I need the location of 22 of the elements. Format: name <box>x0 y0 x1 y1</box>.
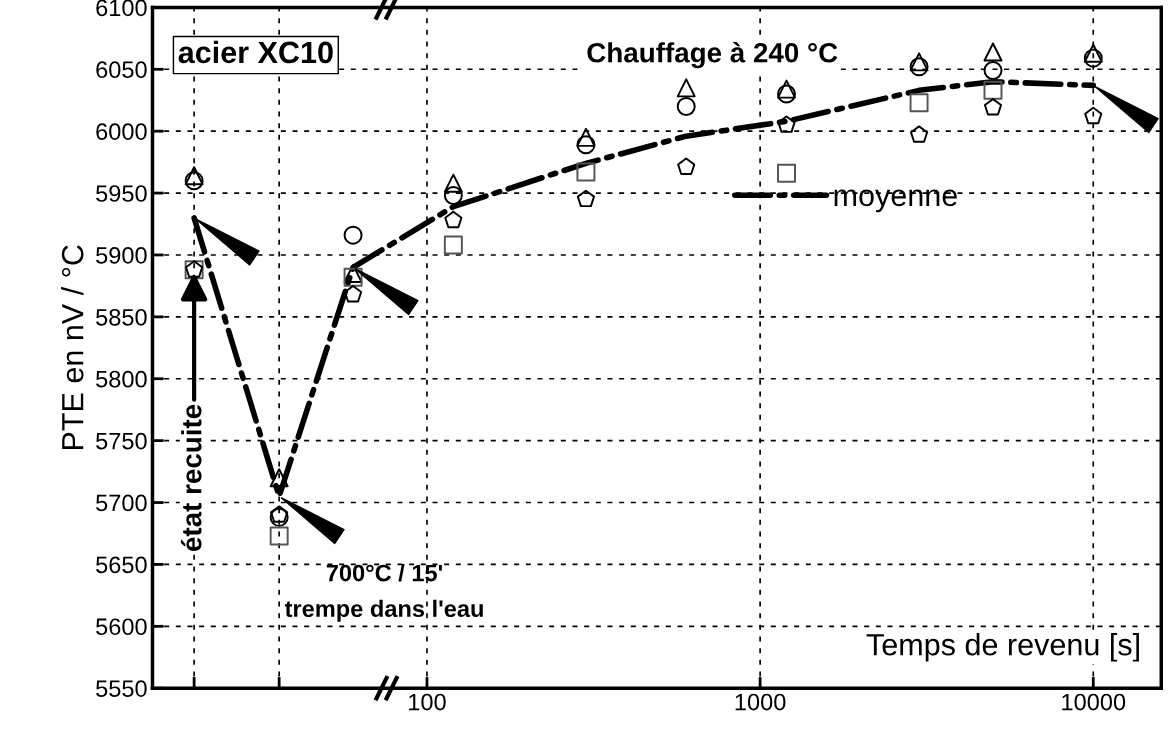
y-tick-label: 6000 <box>96 123 147 140</box>
y-tick-label: 5850 <box>96 308 147 326</box>
y-axis-title: PTE en nV / °C <box>61 245 84 450</box>
y-tick-label: 5950 <box>96 185 147 202</box>
annotation: 700°C / 15' trempe dans l'eau <box>284 564 483 622</box>
annotation: Chauffage à 240 °C <box>587 41 838 69</box>
y-tick-label: 5750 <box>96 432 147 450</box>
x-tick-label: 100 <box>409 693 446 711</box>
y-tick-label: 5550 <box>96 680 147 697</box>
legend-label: moyenne <box>834 189 957 213</box>
y-tick-label: 6050 <box>96 61 147 79</box>
x-tick-label: 1000 <box>735 693 786 711</box>
x-axis-title: Temps de revenu [s] <box>866 633 1139 662</box>
y-tick-label: 5600 <box>96 618 147 636</box>
y-tick-label: 6100 <box>96 0 147 17</box>
x-tick-label: 10000 <box>1062 693 1126 711</box>
y-tick-label: 5800 <box>96 370 147 388</box>
y-tick-label: 5700 <box>96 494 147 512</box>
y-tick-label: 5650 <box>96 556 147 574</box>
annotation: acier XC10 <box>178 40 333 64</box>
annotation: état recuite <box>180 404 202 551</box>
y-tick-label: 5900 <box>96 247 147 264</box>
